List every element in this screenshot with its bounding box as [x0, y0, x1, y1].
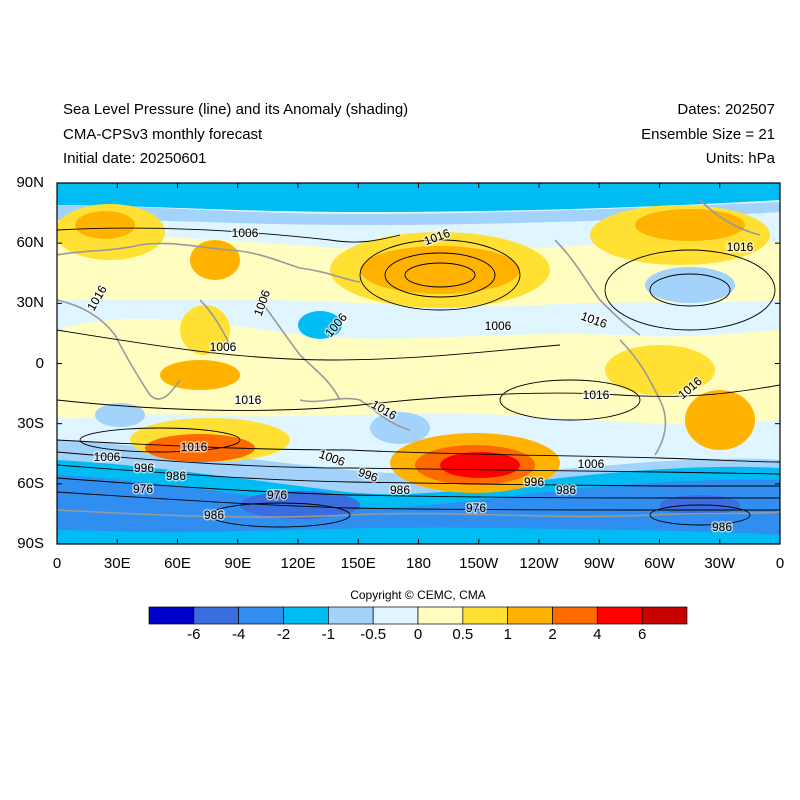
contour-label: 996: [356, 465, 380, 485]
lat-label: 30S: [17, 414, 44, 432]
contour-label-halo: 1016: [235, 393, 262, 407]
colorbar-swatch: [417, 606, 464, 625]
units-label: Units: hPa: [705, 150, 775, 167]
colorbar-swatch: [327, 606, 374, 625]
ensemble-size-label: Ensemble Size = 21: [641, 126, 775, 143]
colorbar-swatch: [193, 606, 240, 625]
contour-label-halo: 976: [466, 501, 486, 515]
contour-label-halo: 996: [524, 475, 544, 489]
lon-label: 30E: [103, 555, 131, 572]
lon-label: 120E: [280, 555, 316, 572]
contour-label-halo: 1016: [727, 240, 754, 254]
contour-label: 1006: [210, 340, 237, 354]
contour-label-halo: 996: [134, 461, 154, 475]
coastlines: [57, 199, 780, 518]
contour-label: 986: [556, 483, 576, 497]
contour-label: 986: [166, 469, 186, 483]
contour-label: 1016: [181, 440, 208, 454]
contour-label-halo: 986: [556, 483, 576, 497]
contour-label-halo: 976: [267, 488, 287, 502]
contour-label: 986: [390, 483, 410, 497]
colorbar-label: -6: [187, 626, 201, 643]
lat-label: 60N: [16, 234, 44, 252]
title-line-2: CMA-CPSv3 monthly forecast: [63, 126, 263, 143]
lon-label: 150E: [340, 555, 376, 572]
lon-label: 90W: [583, 555, 615, 572]
colorbar-label: 0: [413, 626, 423, 643]
lat-label: 0: [35, 354, 44, 372]
contour-label: 1016: [727, 240, 754, 254]
contour-label-halo: 1016: [583, 388, 610, 402]
lon-label: 0: [775, 555, 785, 572]
contour-label-halo: 1016: [181, 440, 208, 454]
lon-label: 30W: [704, 555, 736, 572]
contour-label-halo: 986: [712, 520, 732, 534]
contour-label: 996: [524, 475, 544, 489]
contour-label: 976: [466, 501, 486, 515]
contour-label: 1006: [232, 226, 259, 240]
colorbar-label: -4: [231, 626, 246, 643]
colorbar-label: 4: [593, 626, 602, 643]
copyright-notice: Copyright © CEMC, CMA: [350, 588, 486, 602]
contour-label-halo: 1006: [94, 450, 121, 464]
lon-label: 60W: [644, 555, 675, 572]
contour-label-halo: 986: [390, 483, 410, 497]
colorbar-swatch: [283, 606, 329, 625]
colorbar-swatch: [552, 606, 598, 625]
colorbar-label: -0.5: [360, 626, 387, 643]
contour-label-halo: 1006: [232, 226, 259, 240]
contour-label: 1016: [235, 393, 262, 407]
title-line-1: Sea Level Pressure (line) and its Anomal…: [63, 101, 409, 118]
colorbar-label: -1: [321, 626, 335, 643]
colorbar-label: 1: [503, 626, 512, 643]
contour-label-halo: 1006: [210, 340, 237, 354]
slp-contours: [57, 227, 780, 528]
lat-label: 90N: [16, 174, 44, 191]
lat-label: 30N: [16, 294, 44, 312]
contour-label: 1006: [94, 450, 121, 464]
colorbar-label: 6: [637, 626, 647, 643]
contour-label-halo: 976: [133, 482, 153, 496]
axis-ticks: [56, 182, 781, 545]
lon-label: 60E: [164, 555, 191, 572]
colorbar-swatch: [641, 606, 688, 625]
colorbar-swatch: [238, 606, 284, 625]
contour-label: 986: [712, 520, 732, 534]
colorbar-swatch: [148, 606, 195, 625]
lat-label: 60S: [17, 474, 44, 492]
contour-label-halo: 986: [204, 508, 224, 522]
title-line-3: Initial date: 20250601: [63, 150, 207, 167]
contour-label: 1006: [485, 319, 512, 333]
contour-label: 1016: [583, 388, 610, 402]
contour-label-halo: 1006: [485, 319, 512, 333]
colorbar-swatch: [596, 606, 643, 625]
lon-label: 150W: [459, 555, 499, 572]
lon-label: 90E: [224, 555, 252, 572]
contour-label-halo: 1006: [578, 457, 605, 471]
contour-label: 986: [204, 508, 224, 522]
lon-label: 0: [52, 555, 62, 572]
lat-label: 90S: [17, 535, 44, 552]
contour-label: 976: [267, 488, 287, 502]
colorbar-label: -2: [276, 626, 291, 643]
colorbar-swatch: [507, 606, 553, 625]
contour-label: 996: [134, 461, 154, 475]
dates-label: Dates: 202507: [677, 101, 775, 118]
contour-label: 1006: [578, 457, 605, 471]
contour-label-halo: 986: [166, 469, 186, 483]
colorbar: [148, 606, 688, 625]
colorbar-label: 0.5: [452, 626, 474, 643]
colorbar-swatch: [372, 606, 419, 625]
lon-label: 120W: [519, 555, 559, 572]
lon-label: 180: [405, 555, 432, 572]
colorbar-swatch: [462, 606, 509, 625]
colorbar-label: 2: [548, 626, 557, 643]
contour-label: 976: [133, 482, 153, 496]
anomaly-shading: [57, 183, 780, 544]
